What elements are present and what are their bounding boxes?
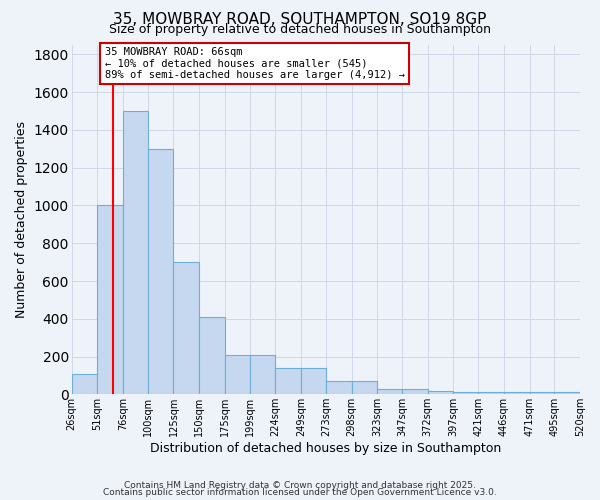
Bar	[225, 354, 250, 395]
Bar	[97, 206, 123, 394]
Bar	[275, 368, 301, 394]
Bar	[530, 392, 554, 394]
Bar	[148, 149, 173, 394]
Bar	[428, 390, 454, 394]
Bar	[454, 392, 478, 394]
Bar	[478, 392, 504, 394]
Bar	[377, 388, 402, 394]
Y-axis label: Number of detached properties: Number of detached properties	[15, 121, 28, 318]
Bar	[504, 392, 530, 394]
Bar	[250, 354, 275, 395]
Bar	[352, 381, 377, 394]
Text: 35, MOWBRAY ROAD, SOUTHAMPTON, SO19 8GP: 35, MOWBRAY ROAD, SOUTHAMPTON, SO19 8GP	[113, 12, 487, 28]
Text: Contains HM Land Registry data © Crown copyright and database right 2025.: Contains HM Land Registry data © Crown c…	[124, 480, 476, 490]
Text: Contains public sector information licensed under the Open Government Licence v3: Contains public sector information licen…	[103, 488, 497, 497]
X-axis label: Distribution of detached houses by size in Southampton: Distribution of detached houses by size …	[150, 442, 502, 455]
Bar	[301, 368, 326, 394]
Bar	[71, 374, 97, 394]
Text: Size of property relative to detached houses in Southampton: Size of property relative to detached ho…	[109, 22, 491, 36]
Bar	[123, 111, 148, 395]
Bar	[326, 381, 352, 394]
Text: 35 MOWBRAY ROAD: 66sqm
← 10% of detached houses are smaller (545)
89% of semi-de: 35 MOWBRAY ROAD: 66sqm ← 10% of detached…	[104, 47, 404, 80]
Bar	[402, 388, 428, 394]
Bar	[173, 262, 199, 394]
Bar	[199, 317, 225, 394]
Bar	[554, 392, 580, 394]
